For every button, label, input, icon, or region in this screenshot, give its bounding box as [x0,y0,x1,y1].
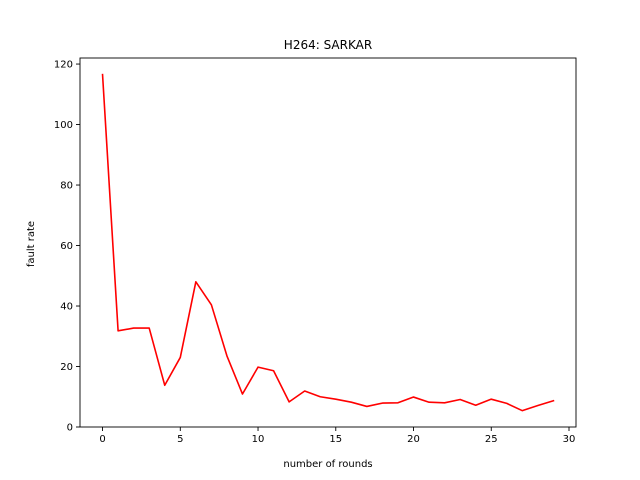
x-tick-label: 5 [177,434,183,445]
x-axis-label: number of rounds [283,459,372,470]
y-axis-label: fault rate [26,221,37,267]
y-tick-label: 60 [60,241,73,252]
y-tick-label: 100 [54,120,73,131]
x-tick-label: 30 [563,434,576,445]
x-tick-label: 25 [485,434,498,445]
y-tick-label: 0 [67,423,73,434]
axes-frame [79,57,577,428]
y-tick-label: 20 [60,362,73,373]
chart-title: H264: SARKAR [284,38,372,52]
x-tick-label: 10 [252,434,265,445]
y-tick-label: 80 [60,181,73,192]
plot-area: 0 5 10 15 20 25 30 0 20 40 60 80 100 120 [54,57,577,445]
series-line-0 [101,73,555,412]
x-tick-label: 15 [329,434,342,445]
y-tick-label: 120 [54,60,73,71]
x-tick-label: 0 [99,434,105,445]
x-tick-label: 20 [407,434,420,445]
y-tick-label: 40 [60,302,73,313]
